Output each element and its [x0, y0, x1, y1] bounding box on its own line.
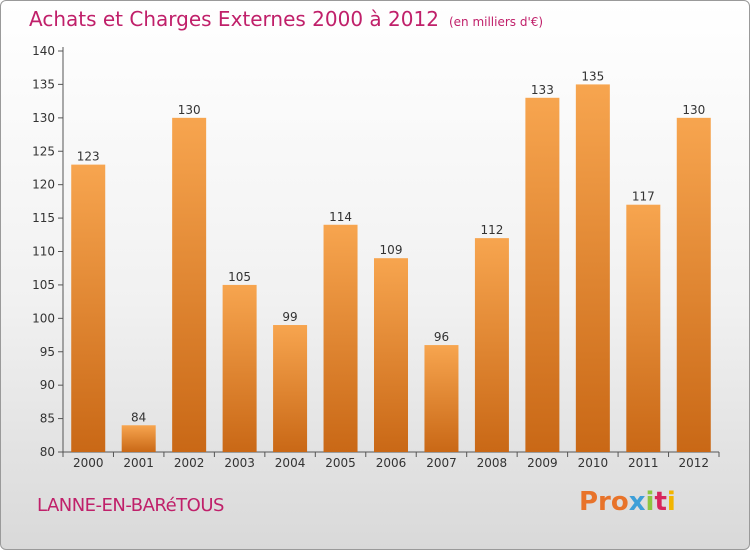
chart-title-text: Achats et Charges Externes 2000 à 2012	[29, 7, 439, 31]
data-label: 123	[77, 150, 100, 164]
y-tick-label: 80	[40, 445, 55, 459]
y-tick-label: 135	[32, 77, 55, 91]
x-tick-label: 2010	[578, 456, 609, 470]
bar	[474, 238, 509, 452]
y-tick-label: 100	[32, 311, 55, 325]
bar	[575, 84, 610, 453]
bar	[374, 258, 408, 452]
y-tick-label: 125	[32, 144, 55, 158]
logo-part-x: x	[628, 487, 646, 517]
y-tick-label: 105	[32, 278, 55, 292]
x-tick-label: 2001	[123, 456, 154, 470]
bar	[626, 204, 661, 452]
y-tick-label: 110	[32, 245, 55, 259]
x-tick-label: 2006	[376, 456, 407, 470]
logo-part-t: t	[654, 487, 667, 517]
y-tick-label: 95	[40, 345, 55, 359]
bar	[525, 97, 560, 453]
logo-part-i2: i	[666, 487, 676, 517]
x-tick-label: 2002	[174, 456, 205, 470]
data-label: 84	[131, 410, 146, 424]
x-tick-label: 2005	[325, 456, 356, 470]
x-tick-label: 2011	[628, 456, 659, 470]
data-label: 130	[682, 103, 705, 117]
data-label: 130	[178, 103, 201, 117]
y-tick-label: 130	[32, 111, 55, 125]
proxiti-logo: Proxiti	[579, 487, 676, 517]
bar	[323, 224, 358, 452]
chart-unit: (en milliers d'€)	[448, 15, 544, 29]
y-tick-label: 90	[40, 378, 55, 392]
x-tick-label: 2008	[477, 456, 508, 470]
data-label: 117	[632, 190, 655, 204]
x-tick-label: 2012	[678, 456, 709, 470]
data-label: 135	[581, 69, 604, 83]
bar	[676, 117, 711, 452]
y-tick-label: 140	[32, 44, 55, 58]
y-tick-label: 120	[32, 178, 55, 192]
bar	[121, 425, 156, 452]
data-label: 112	[480, 223, 503, 237]
place-name: LANNE-EN-BARéTOUS	[37, 495, 224, 516]
y-tick-label: 115	[32, 211, 55, 225]
data-label: 99	[282, 310, 297, 324]
bar	[273, 325, 308, 452]
y-tick-label: 85	[40, 412, 55, 426]
logo-part-i1: i	[645, 487, 655, 517]
x-tick-label: 2004	[275, 456, 306, 470]
x-tick-label: 2000	[73, 456, 104, 470]
bar	[222, 284, 257, 452]
data-label: 109	[380, 243, 403, 257]
bar	[424, 345, 459, 452]
data-label: 114	[329, 210, 352, 224]
chart-title: Achats et Charges Externes 2000 à 2012 (e…	[29, 7, 543, 31]
bar	[172, 117, 207, 452]
x-tick-label: 2009	[527, 456, 558, 470]
x-tick-label: 2007	[426, 456, 457, 470]
data-label: 133	[531, 83, 554, 97]
x-tick-label: 2003	[224, 456, 255, 470]
data-label: 96	[434, 330, 449, 344]
bar	[71, 164, 106, 452]
logo-part-pro: Pro	[579, 487, 629, 517]
data-label: 105	[228, 270, 251, 284]
